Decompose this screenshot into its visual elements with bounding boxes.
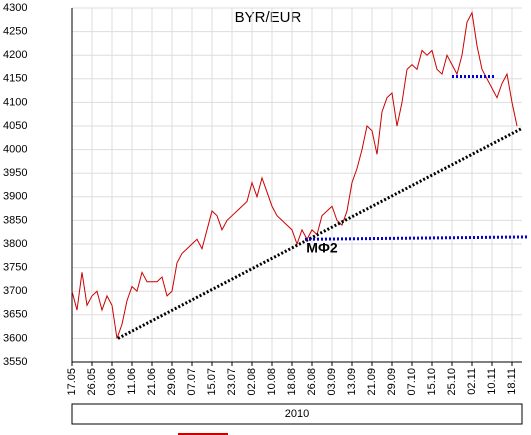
y-tick-label: 4100 xyxy=(3,96,27,108)
x-tick-label: 13.09 xyxy=(346,368,358,396)
annotation: МФ2 xyxy=(306,239,338,255)
x-tick-label: 26.08 xyxy=(306,368,318,396)
y-tick-label: 3650 xyxy=(3,309,27,321)
x-tick-label: 07.10 xyxy=(406,368,418,396)
trend-line xyxy=(117,127,523,340)
x-tick-label: 15.10 xyxy=(426,368,438,396)
y-tick-label: 3550 xyxy=(3,356,27,368)
chart-title: BYR/EUR xyxy=(235,9,302,26)
x-tick-label: 29.09 xyxy=(386,368,398,396)
y-tick-label: 3600 xyxy=(3,332,27,344)
y-tick-label: 4250 xyxy=(3,26,27,38)
y-tick-label: 3850 xyxy=(3,214,27,226)
x-tick-label: 10.11 xyxy=(486,368,498,395)
x-tick-label: 26.05 xyxy=(86,368,98,396)
y-tick-label: 4000 xyxy=(3,144,27,156)
y-tick-label: 4200 xyxy=(3,49,27,61)
x-tick-label: 23.07 xyxy=(226,368,238,396)
y-tick-label: 3800 xyxy=(3,238,27,250)
x-tick-label: 29.06 xyxy=(166,368,178,396)
x-tick-label: 11.06 xyxy=(126,368,138,395)
x-tick-label: 03.09 xyxy=(326,368,338,396)
y-tick-label: 3700 xyxy=(3,285,27,297)
y-tick-label: 4050 xyxy=(3,120,27,132)
x-tick-label: 02.11 xyxy=(466,368,478,395)
x-group-label: 2010 xyxy=(285,408,309,420)
x-tick-label: 02.08 xyxy=(246,368,258,396)
x-tick-label: 07.07 xyxy=(186,368,198,396)
y-tick-label: 4300 xyxy=(3,2,27,14)
x-group-box xyxy=(71,403,523,425)
x-tick-label: 10.08 xyxy=(266,368,278,396)
x-tick-label: 03.06 xyxy=(106,368,118,396)
y-tick-label: 4150 xyxy=(3,73,27,85)
y-tick-label: 3750 xyxy=(3,262,27,274)
x-tick-label: 15.07 xyxy=(206,368,218,396)
x-tick-label: 18.08 xyxy=(286,368,298,396)
trend-line xyxy=(304,235,529,241)
y-tick-label: 3950 xyxy=(3,167,27,179)
line-series xyxy=(71,11,518,339)
x-tick-label: 25.10 xyxy=(446,368,458,396)
y-tick-label: 3900 xyxy=(3,191,27,203)
x-tick-label: 18.11 xyxy=(506,368,518,395)
x-tick-label: 21.09 xyxy=(366,368,378,396)
x-tick-label: 17.05 xyxy=(66,368,78,396)
x-tick-label: 21.06 xyxy=(146,368,158,396)
